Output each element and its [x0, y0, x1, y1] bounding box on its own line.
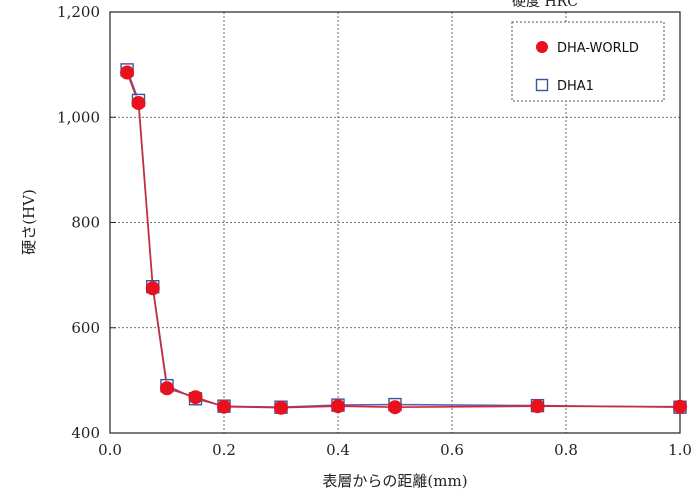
point-dha-world: [388, 400, 402, 415]
point-dha-world: [120, 65, 135, 80]
point-dha-world: [131, 96, 146, 111]
series-markers: [120, 63, 687, 415]
corner-note: 硬度 HRC: [512, 0, 578, 10]
y-tick-label: 600: [71, 319, 100, 337]
x-tick-label: 0.8: [554, 441, 578, 459]
legend-marker-dha-world: [536, 41, 548, 53]
point-dha-world: [673, 399, 687, 414]
x-tick-label: 0.4: [326, 441, 350, 459]
legend-label-dha1: DHA1: [557, 79, 594, 94]
point-dha-world: [160, 381, 174, 396]
point-dha-world: [274, 400, 288, 415]
point-dha-world: [331, 399, 345, 414]
grid-lines: [110, 12, 680, 433]
y-tick-label: 800: [71, 214, 100, 232]
y-tick-label: 1,000: [57, 108, 100, 126]
x-tick-label: 0.6: [440, 441, 464, 459]
y-axis-label: 硬さ(HV): [20, 189, 38, 255]
x-tick-label: 1.0: [668, 441, 692, 459]
y-tick-label: 400: [71, 424, 100, 442]
legend-marker-dha1: [535, 78, 549, 92]
legend-label-dha-world: DHA-WORLD: [557, 41, 639, 56]
y-axis-ticks: 400 600 800 1,000 1,200: [57, 3, 116, 442]
point-dha-world: [145, 281, 160, 296]
x-axis-label: 表層からの距離(mm): [322, 472, 467, 490]
x-axis-ticks: 0.0 0.2 0.4 0.6 0.8 1.0: [98, 441, 692, 459]
y-tick-label: 1,200: [57, 3, 100, 21]
point-dha-world: [217, 399, 231, 414]
x-tick-label: 0.2: [212, 441, 236, 459]
point-dha-world: [530, 399, 545, 414]
legend: DHA-WORLD DHA1: [511, 21, 665, 102]
point-dha-world: [188, 390, 203, 405]
x-tick-label: 0.0: [98, 441, 122, 459]
